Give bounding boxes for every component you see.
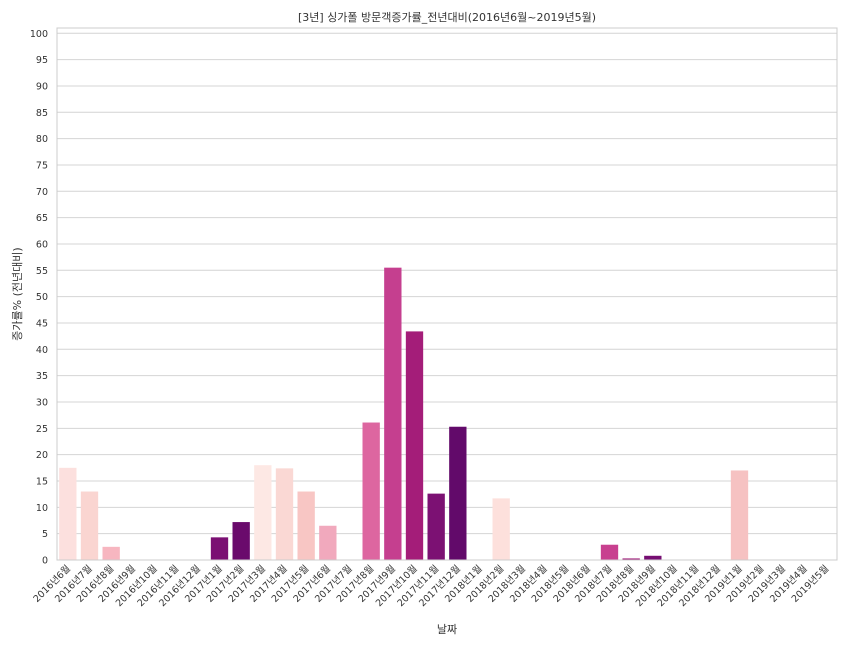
bar-26	[600, 544, 619, 560]
y-tick-label: 60	[36, 239, 48, 250]
bar-3	[102, 546, 120, 560]
y-tick-label: 90	[36, 81, 48, 92]
bar-18	[427, 493, 445, 560]
bar-17	[405, 331, 424, 560]
y-tick-label: 5	[42, 529, 48, 540]
x-axis-label: 날짜	[437, 623, 457, 636]
y-tick-label: 35	[36, 371, 48, 382]
y-tick-label: 55	[36, 266, 48, 277]
bar-2	[80, 491, 99, 560]
y-tick-label: 50	[36, 292, 48, 303]
y-tick-labels: 0 5 10 15 20 25 30 35 40 45 50 55 60 65 70 75 80 85 90 95 10…	[30, 29, 48, 567]
y-tick-label: 10	[36, 503, 48, 514]
y-tick-label: 0	[42, 556, 48, 567]
y-tick-label: 40	[36, 345, 48, 356]
y-tick-label: 30	[36, 397, 48, 408]
y-tick-label: 45	[36, 318, 48, 329]
x-tick-labels: 2016년6월2016년7월2016년8월2016년9월2016년10월2016…	[31, 563, 832, 609]
bar-9	[232, 522, 250, 560]
bar-28	[644, 555, 662, 560]
bar-16	[384, 267, 402, 560]
plot-frame	[56, 27, 838, 561]
bar-15	[362, 422, 380, 560]
bar-32	[730, 470, 749, 560]
y-tick-label: 70	[36, 187, 48, 198]
chart-title: [3년] 싱가폴 방문객증가률_전년대비(2016년6월~2019년5월)	[298, 11, 596, 24]
bar-13	[319, 525, 337, 560]
y-tick-label: 85	[36, 108, 48, 119]
y-tick-label: 25	[36, 424, 48, 435]
y-tick-label: 15	[36, 476, 48, 487]
bars	[59, 267, 749, 560]
bar-12	[297, 491, 315, 560]
bar-27	[622, 558, 640, 560]
y-tick-label: 75	[36, 160, 48, 171]
gridlines	[57, 32, 837, 561]
bar-21	[492, 498, 510, 560]
bar-8	[210, 537, 229, 560]
y-tick-label: 80	[36, 134, 48, 145]
y-tick-label: 20	[36, 450, 48, 461]
y-tick-label: 100	[30, 29, 48, 40]
y-tick-label: 95	[36, 55, 48, 66]
bar-19	[449, 426, 467, 560]
bar-11	[275, 468, 294, 560]
y-tick-label: 65	[36, 213, 48, 224]
bar-10	[254, 465, 272, 560]
y-axis-label: 증가률% (전년대비)	[11, 247, 24, 340]
bar-1	[59, 467, 77, 560]
